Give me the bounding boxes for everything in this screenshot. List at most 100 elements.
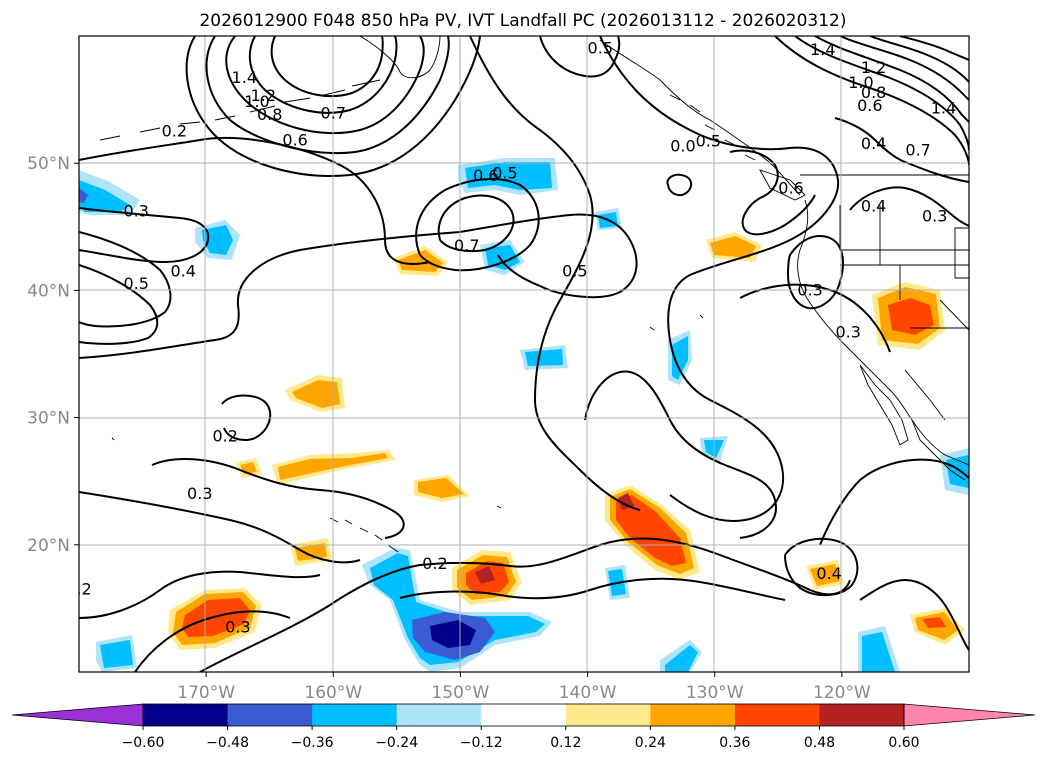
- contour-label: 0.5: [588, 39, 613, 58]
- contour-label: 1.0: [244, 92, 269, 111]
- pv-contour: [784, 537, 859, 597]
- positive-anomaly-patch: [292, 380, 340, 408]
- negative-anomaly-patch: [202, 225, 233, 255]
- pv-contour: [814, 36, 969, 123]
- contour-label: 1.4: [232, 68, 257, 87]
- contour-label: 0.5: [492, 163, 517, 182]
- colorbar-tick-label: 0.12: [550, 735, 581, 751]
- colorbar-tick-label: 0.48: [804, 735, 835, 751]
- pv-contour: [248, 36, 398, 114]
- negative-anomaly-patch: [79, 180, 130, 212]
- contour-label: 0.5: [123, 274, 148, 293]
- contour-label: 0.3: [797, 280, 822, 299]
- x-tick-label: 160°W: [304, 683, 362, 703]
- positive-anomaly-patch: [398, 250, 443, 272]
- contour-label: 0.5: [562, 261, 587, 280]
- gridlines: [79, 36, 969, 672]
- pv-contour: [741, 194, 816, 236]
- colorbar-extend-high: [903, 703, 1036, 727]
- contour-label: 0.2: [162, 121, 187, 140]
- y-tick-label: 50°N: [27, 154, 70, 174]
- contour-label: 0.4: [861, 134, 886, 153]
- positive-anomaly-patch: [810, 564, 840, 586]
- pv-contour: [899, 36, 969, 61]
- pv-contour: [667, 179, 840, 522]
- x-tick-label: 140°W: [559, 683, 617, 703]
- pv-contour: [79, 231, 172, 328]
- coastlines: [99, 36, 969, 553]
- contour-label: 0.3: [225, 617, 250, 636]
- y-tick-label: 30°N: [27, 409, 70, 429]
- colorbar-tick-label: −0.12: [460, 735, 503, 751]
- baja-california: [859, 364, 909, 446]
- pv-contour: [839, 36, 969, 101]
- contour-label: 0.7: [321, 104, 346, 123]
- contour-label: 0.0: [670, 137, 695, 156]
- colorbar-segment: [650, 704, 736, 726]
- colorbar-segment: [481, 704, 567, 726]
- colorbar-tick-label: −0.60: [122, 735, 165, 751]
- pv-contour: [205, 36, 450, 155]
- negative-anomaly-patch: [79, 188, 88, 203]
- pv-contour: [666, 173, 693, 197]
- pv-contour: [849, 186, 969, 227]
- colorbar-tick-label: −0.36: [291, 735, 334, 751]
- colorbar-tick-label: −0.48: [206, 735, 249, 751]
- contour-label: 0.3: [187, 484, 212, 503]
- mexico-coast: [911, 419, 966, 481]
- pv-contour: [151, 457, 405, 539]
- x-tick-label: 120°W: [813, 683, 871, 703]
- pv-contour: [134, 610, 291, 672]
- contour-label: 1.2: [251, 86, 276, 105]
- colorbar-segment: [734, 704, 820, 726]
- contour-label: 0.5: [696, 132, 721, 151]
- negative-anomaly-patch: [525, 349, 563, 366]
- negative-anomaly-patch: [430, 620, 476, 648]
- positive-anomaly-patch: [182, 598, 250, 637]
- map-area: 0.51.41.21.00.8 0.70.60.20.30.40.50.60.70…: [66, 36, 969, 672]
- x-tick-label: 130°W: [686, 683, 744, 703]
- contour-label: 0.3: [835, 322, 860, 341]
- contour-label: 0.4: [816, 564, 841, 583]
- colorbar-tick-label: −0.24: [375, 735, 418, 751]
- pv-contour: [221, 394, 272, 441]
- contour-label: 0.3: [123, 202, 148, 221]
- negative-anomaly-patch: [946, 455, 969, 488]
- pv-contour: [539, 36, 621, 78]
- colorbar-segment: [819, 704, 905, 726]
- positive-anomaly-patch: [295, 543, 327, 561]
- hawaiian-islands: [329, 517, 399, 553]
- pv-contour: [584, 370, 777, 539]
- colorbar-segment: [227, 704, 313, 726]
- contour-label: 0.3: [922, 207, 947, 226]
- contour-label: 0.6: [282, 130, 307, 149]
- pv-contour: [79, 491, 361, 564]
- x-tick-label: 150°W: [432, 683, 490, 703]
- pv-contour: [79, 264, 159, 345]
- contour-labels: 0.51.41.21.00.8 0.70.60.20.30.40.50.60.70…: [66, 39, 956, 637]
- contour-label: 0.7: [905, 140, 930, 159]
- positive-anomaly-patch: [475, 566, 495, 584]
- contour-label: 0.2: [422, 554, 447, 573]
- positive-anomaly-patch: [888, 298, 934, 335]
- pv-contour: [599, 36, 839, 181]
- negative-anomaly-patch: [665, 645, 698, 672]
- contour-label: 0.6: [473, 166, 498, 185]
- contour-label: 1.2: [861, 58, 886, 77]
- contour-label: 0.2: [212, 427, 237, 446]
- negative-anomaly-patch: [485, 245, 520, 270]
- x-tick-labels: 170°W 160°W 150°W 140°W 130°W 120°W: [177, 672, 871, 703]
- pv-contour: [399, 577, 786, 601]
- y-tick-labels: 50°N 40°N 30°N 20°N: [27, 154, 79, 556]
- positive-anomaly-patch: [710, 236, 756, 258]
- contour-label: 0.7: [454, 236, 479, 255]
- negative-anomaly-patch: [862, 632, 895, 672]
- y-tick-label: 40°N: [27, 281, 70, 301]
- pv-contour: [774, 36, 969, 166]
- y-tick-label: 20°N: [27, 536, 70, 556]
- colorbar: −0.60 −0.48 −0.36 −0.24 −0.12 0.12 0.24 0.36 0.4…: [11, 703, 1036, 751]
- state-box: [954, 227, 969, 279]
- contour-label: 0.2: [66, 579, 91, 598]
- colorbar-tick-label: 0.60: [888, 735, 919, 751]
- pv-contour: [729, 149, 779, 199]
